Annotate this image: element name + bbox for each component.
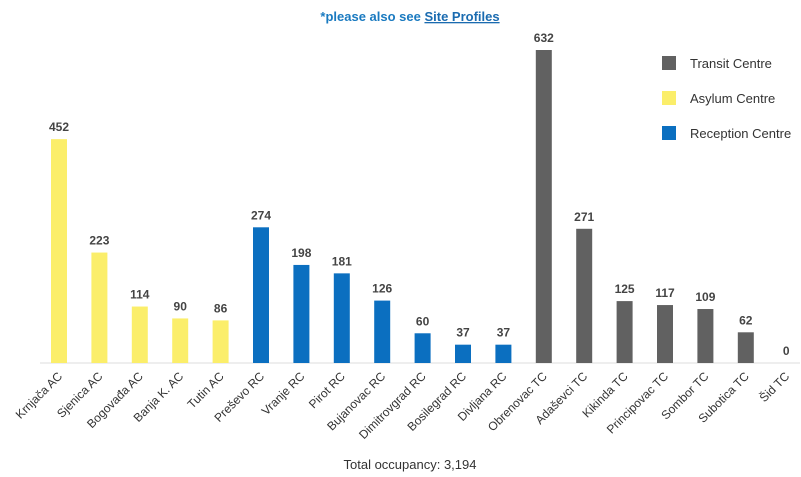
data-label: 452 bbox=[49, 120, 69, 134]
legend-label: Transit Centre bbox=[690, 56, 772, 71]
data-label: 37 bbox=[497, 326, 511, 340]
bar bbox=[212, 320, 229, 363]
bar bbox=[657, 305, 673, 363]
data-label: 37 bbox=[456, 326, 470, 340]
bar bbox=[414, 333, 431, 363]
bar bbox=[293, 264, 310, 363]
legend-swatch bbox=[662, 56, 676, 70]
legend-swatch bbox=[662, 126, 676, 140]
bar bbox=[576, 228, 593, 363]
data-label: 271 bbox=[574, 210, 594, 224]
data-label: 109 bbox=[695, 290, 715, 304]
bar bbox=[737, 332, 754, 363]
x-tick-label: Šid TC bbox=[756, 368, 793, 405]
bar bbox=[535, 50, 552, 363]
legend-swatch bbox=[662, 91, 676, 105]
data-label: 274 bbox=[251, 208, 271, 222]
data-label: 126 bbox=[372, 282, 392, 296]
data-label: 114 bbox=[130, 288, 150, 302]
bar bbox=[131, 306, 148, 363]
data-label: 90 bbox=[174, 299, 188, 313]
data-label: 198 bbox=[291, 246, 311, 260]
bar bbox=[495, 344, 512, 363]
annotation: *please also see Site Profiles bbox=[320, 9, 499, 24]
bar bbox=[253, 227, 269, 363]
data-label: 86 bbox=[214, 301, 228, 315]
data-label: 60 bbox=[416, 314, 430, 328]
legend-label: Reception Centre bbox=[690, 126, 791, 141]
bar bbox=[172, 318, 189, 363]
data-label: 181 bbox=[332, 254, 352, 268]
data-label: 62 bbox=[739, 313, 753, 327]
site-profiles-link[interactable]: Site Profiles bbox=[424, 9, 499, 24]
data-label: 223 bbox=[89, 234, 109, 248]
bar bbox=[333, 273, 350, 363]
x-tick-label: Vranje RC bbox=[259, 369, 308, 418]
bar bbox=[374, 300, 391, 363]
bar bbox=[616, 301, 633, 363]
legend-label: Asylum Centre bbox=[690, 91, 775, 106]
bar bbox=[51, 139, 67, 363]
data-label: 0 bbox=[783, 344, 790, 358]
bar bbox=[697, 309, 714, 363]
annotation-text: *please also see bbox=[320, 9, 424, 24]
data-label: 117 bbox=[655, 286, 675, 300]
footer: Total occupancy: 3,194 bbox=[344, 457, 477, 472]
bar bbox=[455, 344, 471, 363]
data-label: 125 bbox=[615, 282, 635, 296]
bar bbox=[91, 252, 108, 363]
data-label: 632 bbox=[534, 31, 554, 45]
